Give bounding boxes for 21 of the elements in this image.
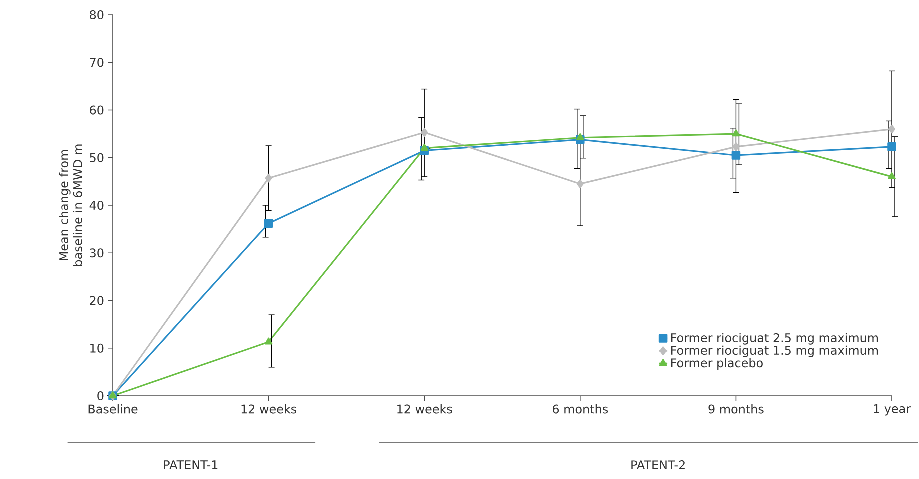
legend-label: Former placebo: [672, 358, 763, 370]
y-tick-label: 0: [98, 391, 104, 401]
x-tick-label: 9 months: [708, 404, 764, 414]
y-tick-label: 20: [90, 296, 104, 306]
y-tick-label: 80: [90, 10, 104, 20]
y-axis-title: Mean change from baseline in 6MWD m: [59, 144, 82, 266]
y-tick-label: 10: [90, 344, 104, 353]
text: PATENT-1: [164, 460, 218, 470]
y-tick-label: 30: [90, 248, 104, 258]
text: PATENT-2: [632, 460, 685, 470]
x-tick-label: 6 months: [553, 404, 608, 414]
legend-label: Former riociguat 1.5 mg maximum: [672, 346, 878, 358]
x-tick-label: 12 weeks: [398, 404, 452, 414]
y-tick-label: 50: [90, 153, 104, 162]
legend-label: Former riociguat 2.5 mg maximum: [672, 333, 878, 345]
y-tick-label: 70: [90, 58, 104, 68]
x-tick-label: Baseline: [88, 404, 138, 414]
x-tick-label: 1 year: [874, 404, 912, 416]
y-tick-label: 60: [90, 106, 104, 115]
x-tick-label: 12 weeks: [242, 404, 297, 414]
y-tick-label: 40: [90, 200, 104, 210]
